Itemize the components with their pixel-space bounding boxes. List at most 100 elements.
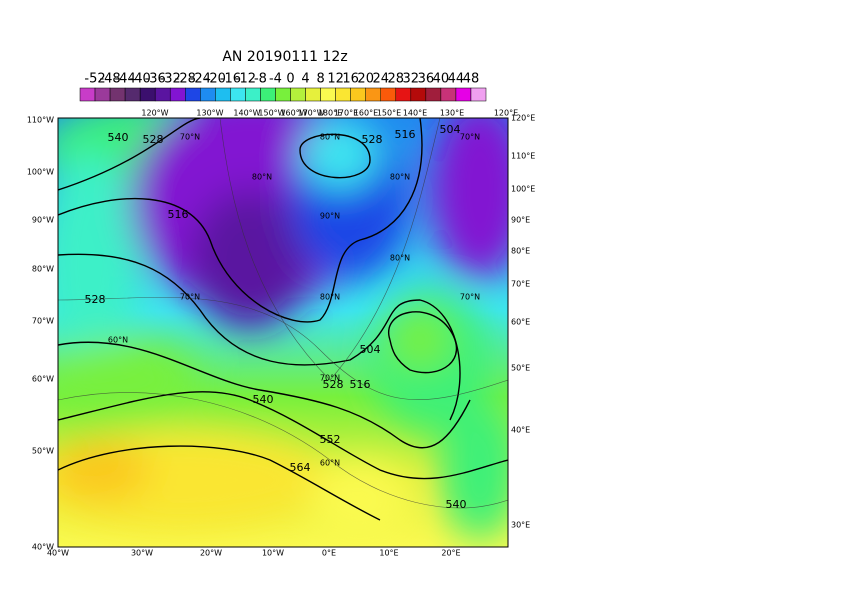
lat-label: 90°N — [320, 212, 340, 221]
lon-label: 130°E — [440, 109, 464, 118]
lon-label: 130°W — [196, 109, 223, 118]
colorbar-label: 20 — [357, 72, 374, 87]
contour-label: 564 — [290, 461, 311, 474]
colorbar-box — [365, 87, 381, 102]
colorbar-box — [290, 87, 306, 102]
colorbar-label: 4 — [301, 72, 309, 87]
lon-label: 20°W — [200, 549, 222, 558]
colorbar-box — [260, 87, 276, 102]
lon-label: 170°E — [334, 109, 358, 118]
colorbar-label: 40 — [433, 72, 450, 87]
colorbar-label: 16 — [342, 72, 359, 87]
lon-label: 70°E — [511, 280, 530, 289]
lon-label: 0°E — [322, 549, 336, 558]
colorbar-label: 0 — [286, 72, 294, 87]
lon-label: 180°E — [318, 109, 342, 118]
colorbar-box — [455, 87, 472, 102]
contour-label: 504 — [440, 123, 461, 136]
lon-label: 140°W — [233, 109, 260, 118]
contour-label: 552 — [320, 433, 341, 446]
colorbar-label: 36 — [418, 72, 435, 87]
colorbar-box — [470, 87, 487, 102]
lat-label: 80°N — [252, 173, 272, 182]
lon-label: 120°E — [494, 109, 518, 118]
contour-label: 516 — [395, 128, 416, 141]
lat-label: 70°N — [460, 133, 480, 142]
colorbar-label: -40 — [130, 72, 151, 87]
title: AN 20190111 12z — [222, 49, 347, 65]
colorbar-box — [395, 87, 412, 102]
colorbar-label: -28 — [175, 72, 196, 87]
contour-label: 516 — [168, 208, 189, 221]
lon-label: 150°W — [258, 109, 285, 118]
colorbar-box — [245, 87, 261, 102]
lon-label: 140°E — [403, 109, 427, 118]
colorbar-label: -32 — [160, 72, 181, 87]
lon-label: 10°E — [379, 549, 398, 558]
colorbar-label: -16 — [220, 72, 241, 87]
lon-label: 50°E — [511, 364, 530, 373]
contour-label: 528 — [362, 133, 383, 146]
lon-label: 100°E — [511, 185, 535, 194]
lon-label: 30°E — [511, 521, 530, 530]
lat-label: 70°N — [180, 293, 200, 302]
contour-label: 516 — [350, 378, 371, 391]
colorbar-box — [275, 87, 291, 102]
colorbar-box — [380, 87, 397, 102]
colorbar-box — [139, 87, 156, 102]
contour-label: 528 — [143, 133, 164, 146]
colorbar-label: -36 — [145, 72, 166, 87]
lon-label: 40°W — [32, 543, 54, 552]
colorbar-box — [169, 87, 186, 102]
colorbar-label: 48 — [463, 72, 480, 87]
lon-label: 40°W — [47, 549, 69, 558]
colorbar-label: 44 — [448, 72, 465, 87]
lat-label: 80°N — [390, 254, 410, 263]
contour-label: 528 — [323, 378, 344, 391]
colorbar-label: -24 — [190, 72, 211, 87]
lon-label: 80°E — [511, 247, 530, 256]
colorbar-label: -52 — [84, 72, 105, 87]
map-field — [58, 118, 508, 547]
colorbar-box — [215, 87, 231, 102]
colorbar-box — [200, 87, 216, 102]
colorbar-box — [185, 87, 201, 102]
colorbar-box — [335, 87, 351, 102]
colorbar-box — [305, 87, 321, 102]
lon-label: 90°E — [511, 216, 530, 225]
lat-label: 60°N — [108, 336, 128, 345]
lon-label: 60°W — [32, 375, 54, 384]
lon-label: 120°E — [511, 114, 535, 123]
lon-label: 50°W — [32, 447, 54, 456]
colorbar-label: 28 — [388, 72, 405, 87]
lat-label: 80°N — [320, 133, 340, 142]
colorbar-box — [440, 87, 457, 102]
lon-label: 110°W — [27, 116, 54, 125]
lat-label: 80°N — [320, 293, 340, 302]
colorbar-box — [230, 87, 246, 102]
colorbar-label: 24 — [372, 72, 389, 87]
colorbar-label: 32 — [403, 72, 420, 87]
colorbar-label: 8 — [316, 72, 324, 87]
contour-label: 540 — [253, 393, 274, 406]
colorbar-box — [79, 87, 96, 102]
lon-label: 170°W — [297, 109, 324, 118]
colorbar-label: -8 — [254, 72, 267, 87]
colorbar: -52-48-44-40-36-32-28-24-20-16-12-8 -4 0 4 8… — [79, 72, 487, 102]
contour-label: 528 — [85, 293, 106, 306]
colorbar-box — [94, 87, 111, 102]
colorbar-label: -44 — [114, 72, 135, 87]
colorbar-box — [410, 87, 427, 102]
lon-label: 80°W — [32, 265, 54, 274]
colorbar-label: -12 — [235, 72, 256, 87]
colorbar-label: 12 — [327, 72, 344, 87]
lon-label: 20°E — [441, 549, 460, 558]
contour-label: 504 — [360, 343, 381, 356]
colorbar-box — [154, 87, 171, 102]
contour-label: 540 — [446, 498, 467, 511]
colorbar-box — [425, 87, 442, 102]
contour-label: 540 — [108, 131, 129, 144]
colorbar-box — [350, 87, 366, 102]
lon-label: 30°W — [131, 549, 153, 558]
